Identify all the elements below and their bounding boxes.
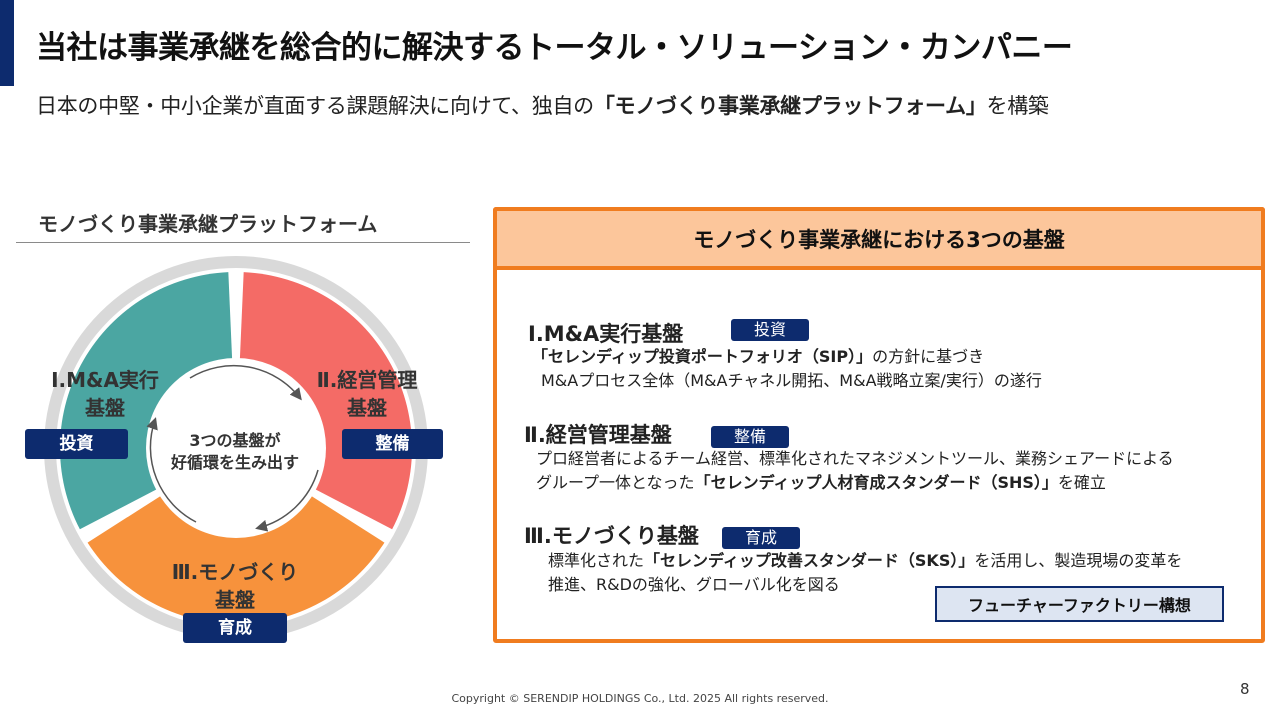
- cycle-arrow-left: [146, 417, 197, 523]
- segment-label-management: Ⅱ.経営管理 基盤: [292, 366, 442, 422]
- segment-label-ma: Ⅰ.M&A実行 基盤: [30, 366, 180, 422]
- center-disc: [146, 358, 326, 538]
- item-ma-line1-bold: 「セレンディップ投資ポートフォリオ（SIP）」: [532, 347, 873, 366]
- platform-heading: モノづくり事業承継プラットフォーム: [38, 212, 378, 236]
- copyright: Copyright © SERENDIP HOLDINGS Co., Ltd. …: [451, 692, 829, 705]
- item-management-line2-bold: 「セレンディップ人材育成スタンダード（SHS）」: [694, 473, 1058, 492]
- item-management-line1: プロ経営者によるチーム経営、標準化されたマネジメントツール、業務シェアードによる: [536, 449, 1174, 468]
- page-subtitle: 日本の中堅・中小企業が直面する課題解決に向けて、独自の「モノづくり事業承継プラッ…: [36, 90, 1049, 120]
- item-management-tag: 整備: [711, 426, 789, 448]
- heading-divider: [16, 242, 470, 243]
- item-management-line2-post: を確立: [1057, 473, 1106, 492]
- subtitle-post: を構築: [986, 94, 1049, 118]
- item-ma-line1-post: の方針に基づき: [872, 347, 985, 366]
- item-management-line2-pre: グループ一体となった: [536, 473, 695, 492]
- item-monozukuri-line1-post: を活用し、製造現場の変革を: [974, 551, 1183, 570]
- cycle-arrow-top: [189, 364, 302, 401]
- badge-investment: 投資: [25, 429, 128, 459]
- segment-monozukuri-title: Ⅲ.モノづくり: [171, 560, 299, 584]
- item-ma-title: Ⅰ.M&A実行基盤: [528, 322, 684, 346]
- segment-ma-title: Ⅰ.M&A実行: [51, 368, 159, 392]
- item-monozukuri-line2: 推進、R&Dの強化、グローバル化を図る: [548, 575, 840, 594]
- item-monozukuri-title: Ⅲ.モノづくり基盤: [524, 524, 699, 548]
- center-line-1: 3つの基盤が: [189, 431, 281, 450]
- page-title: 当社は事業承継を総合的に解決するトータル・ソリューション・カンパニー: [36, 30, 1073, 66]
- subtitle-pre: 日本の中堅・中小企業が直面する課題解決に向けて、独自の: [36, 94, 594, 118]
- item-management-title: Ⅱ.経営管理基盤: [524, 423, 672, 447]
- segment-label-monozukuri: Ⅲ.モノづくり 基盤: [150, 558, 320, 614]
- item-monozukuri-line1-bold: 「セレンディップ改善スタンダード（SKS）」: [644, 551, 975, 570]
- foundations-header: モノづくり事業承継における3つの基盤: [493, 207, 1265, 270]
- future-factory-button[interactable]: フューチャーファクトリー構想: [935, 586, 1224, 622]
- segment-monozukuri-subtitle: 基盤: [215, 588, 255, 612]
- segment-management-subtitle: 基盤: [347, 396, 387, 420]
- cycle-center-text: 3つの基盤が 好循環を生み出す: [150, 430, 320, 474]
- item-monozukuri-tag: 育成: [722, 527, 800, 549]
- item-management-line2: グループ一体となった「セレンディップ人材育成スタンダード（SHS）」を確立: [536, 471, 1106, 495]
- item-ma-line2: M&Aプロセス全体（M&Aチャネル開拓、M&A戦略立案/実行）の遂行: [541, 371, 1042, 390]
- badge-development: 育成: [183, 613, 287, 643]
- center-line-2: 好循環を生み出す: [170, 453, 299, 472]
- item-ma-tag: 投資: [731, 319, 809, 341]
- cycle-diagram: [44, 256, 428, 640]
- segment-ma-subtitle: 基盤: [85, 396, 125, 420]
- page-number: 8: [1240, 680, 1250, 698]
- segment-management-title: Ⅱ.経営管理: [316, 368, 418, 392]
- cycle-arrow-right: [255, 469, 319, 532]
- item-ma-line1: 「セレンディップ投資ポートフォリオ（SIP）」の方針に基づき: [532, 345, 984, 369]
- item-monozukuri-line1: 標準化された「セレンディップ改善スタンダード（SKS）」を活用し、製造現場の変革…: [548, 549, 1182, 573]
- item-monozukuri-line1-pre: 標準化された: [548, 551, 645, 570]
- badge-maintenance: 整備: [342, 429, 443, 459]
- subtitle-highlight: 「モノづくり事業承継プラットフォーム」: [593, 94, 987, 118]
- accent-bar: [0, 0, 14, 86]
